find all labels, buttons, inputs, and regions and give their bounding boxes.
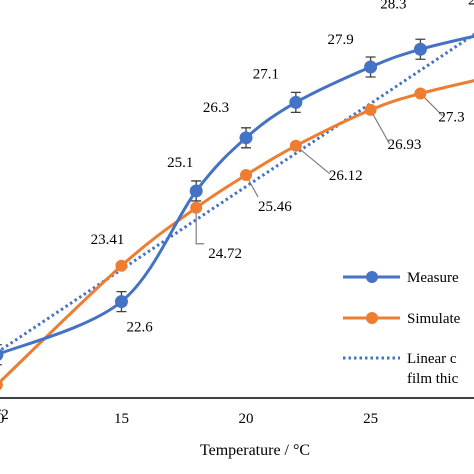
series-layer: 21.422.625.126.327.127.928.328.720.7223.…	[0, 0, 474, 423]
legend-measure-marker	[366, 271, 378, 283]
measure-point	[189, 184, 203, 198]
simulate-data-label: 20.72	[0, 407, 9, 423]
simulate-point	[289, 139, 302, 152]
legend-measure-label: Measure	[407, 270, 459, 286]
simulate-point	[240, 169, 253, 181]
x-tick-labels: 1015202530	[0, 411, 378, 427]
measure-point	[413, 42, 427, 56]
x-tick-label: 20	[239, 411, 254, 427]
measure-data-label: 28.7	[468, 0, 474, 9]
measure-data-label: 28.3	[380, 0, 406, 12]
simulate-point	[115, 259, 128, 272]
x-tick-label: 15	[114, 411, 129, 427]
simulate-point	[414, 87, 427, 100]
measure-point	[364, 60, 378, 74]
simulate-data-label: 25.46	[258, 199, 292, 215]
measure-error-bar	[0, 344, 2, 366]
legend-linear-label-2: film thic	[407, 371, 459, 387]
measure-data-label: 25.1	[167, 155, 193, 171]
x-tick-label: 25	[363, 411, 378, 427]
simulate-data-label: 26.12	[329, 168, 363, 184]
linear-fit-line	[0, 32, 474, 353]
measure-point	[114, 295, 128, 309]
simulate-data-label: 27.3	[438, 110, 464, 126]
measure-point	[0, 349, 4, 361]
measure-data-label: 27.1	[253, 66, 279, 82]
measure-data-label: 27.9	[327, 32, 353, 48]
simulate-line	[0, 79, 474, 384]
legend: Measure Simulate Linear c film thic	[343, 270, 461, 387]
simulate-leader-line	[195, 207, 205, 245]
simulate-point	[0, 379, 3, 390]
simulate-point	[364, 103, 377, 116]
simulate-data-label: 26.93	[388, 137, 422, 153]
measure-data-label: 26.3	[203, 100, 229, 116]
measure-data-label: 22.6	[126, 320, 153, 336]
x-tick-label: 10	[0, 411, 4, 427]
measure-point	[239, 131, 253, 145]
simulate-leader-line	[370, 109, 391, 145]
legend-linear-label-1: Linear c	[407, 351, 457, 367]
simulate-point	[190, 201, 203, 214]
simulate-data-label: 24.72	[208, 246, 242, 262]
measure-point	[289, 95, 303, 109]
x-axis-title: Temperature / °C	[200, 442, 310, 459]
simulate-leader-line	[295, 145, 331, 175]
legend-simulate-label: Simulate	[407, 311, 461, 327]
legend-simulate-marker	[366, 312, 378, 324]
simulate-data-label: 23.41	[91, 232, 125, 248]
